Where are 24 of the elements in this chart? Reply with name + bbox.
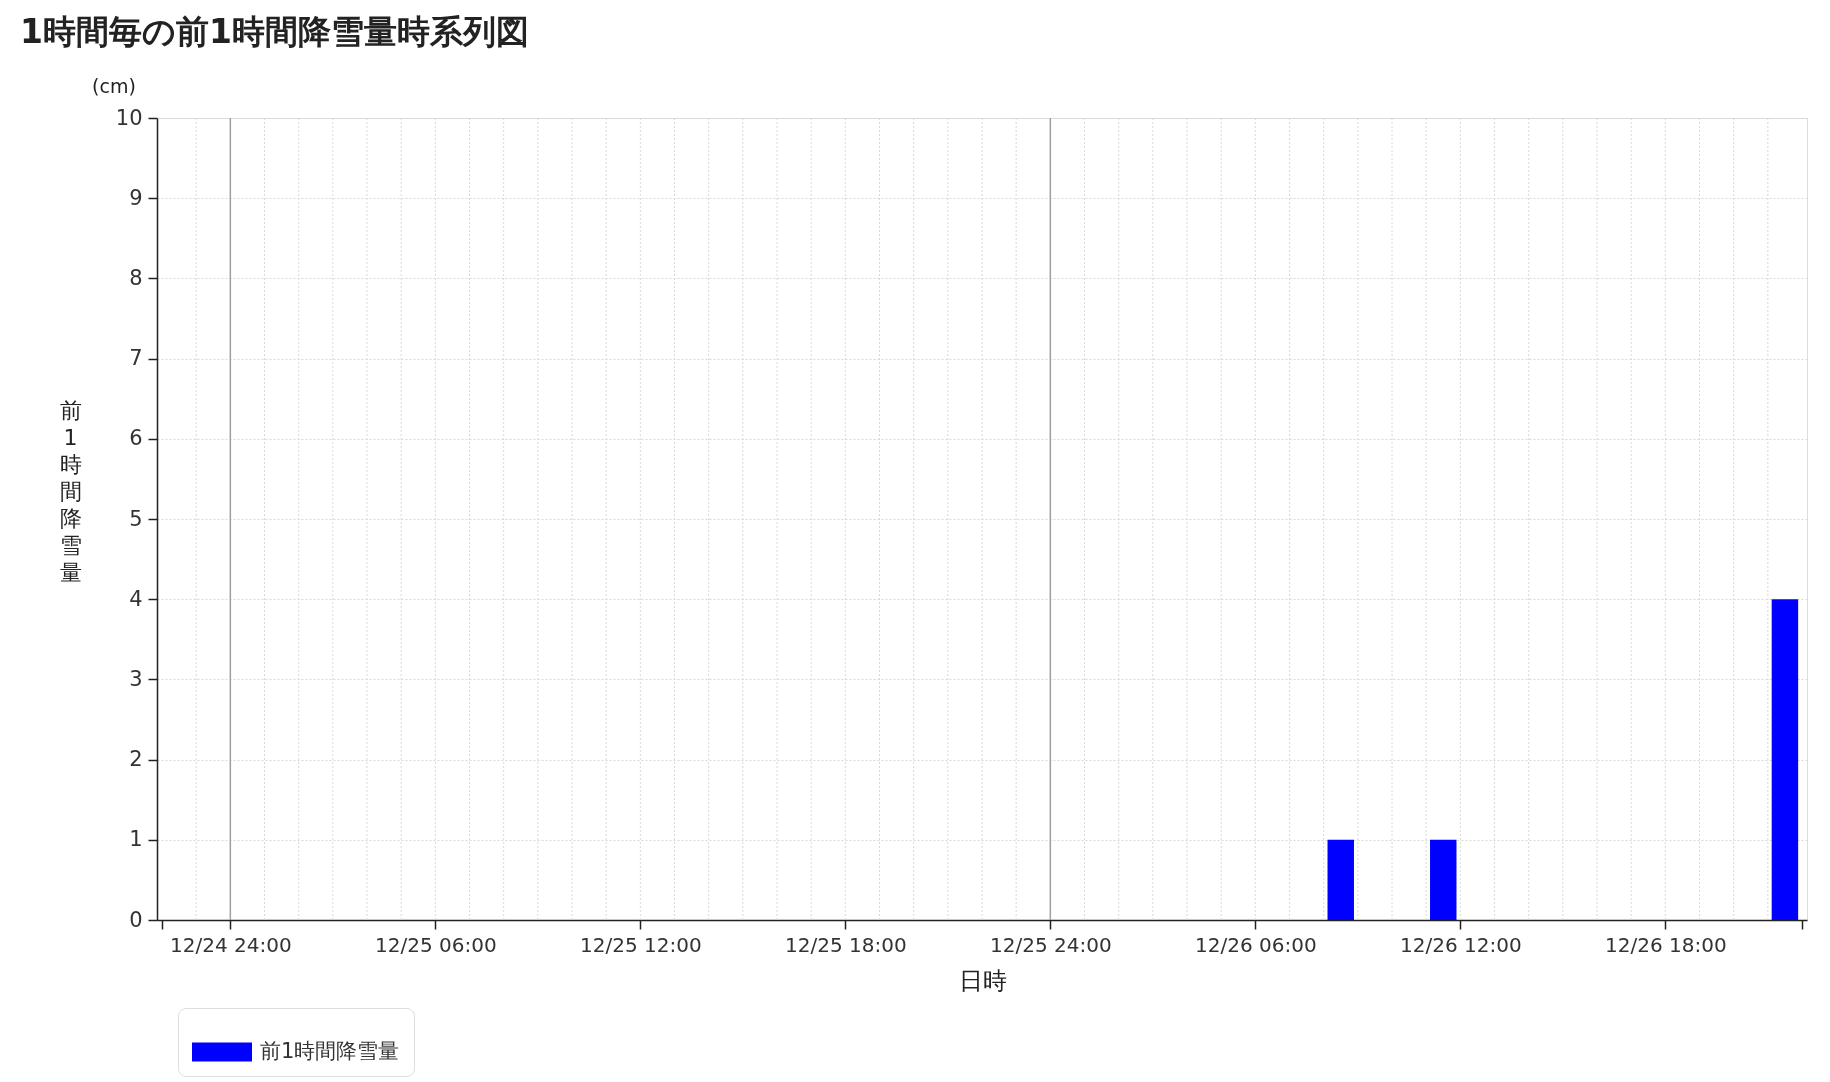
x-tick-label: 12/25 24:00 <box>990 932 1112 957</box>
y-axis-title: 前1時間降雪量 <box>59 397 82 585</box>
x-tick-label: 12/26 18:00 <box>1605 932 1727 957</box>
y-tick-label: 3 <box>129 666 143 691</box>
chart-title: 1時間毎の前1時間降雪量時系列図 <box>20 12 529 51</box>
y-tick-label: 8 <box>129 265 143 290</box>
x-tick-label: 12/26 06:00 <box>1195 932 1317 957</box>
x-tick-label: 12/25 12:00 <box>580 932 702 957</box>
y-tick-label: 10 <box>115 105 143 130</box>
y-tick-label: 0 <box>129 907 143 932</box>
y-tick-label: 4 <box>129 586 143 611</box>
legend-label: 前1時間降雪量 <box>260 1039 400 1063</box>
y-tick-label: 7 <box>129 346 143 371</box>
x-tick-label: 12/25 18:00 <box>785 932 907 957</box>
y-tick-label: 5 <box>129 506 143 531</box>
x-tick-label: 12/24 24:00 <box>170 932 292 957</box>
y-tick-label: 1 <box>129 827 143 852</box>
x-tick-label: 12/26 12:00 <box>1400 932 1522 957</box>
text: (cm) <box>92 75 136 97</box>
y-tick-label: 2 <box>129 747 143 772</box>
x-axis-title: 日時 <box>958 966 1007 995</box>
y-tick-label: 9 <box>129 185 143 210</box>
y-tick-label: 6 <box>129 426 143 451</box>
x-tick-label: 12/25 06:00 <box>375 932 497 957</box>
